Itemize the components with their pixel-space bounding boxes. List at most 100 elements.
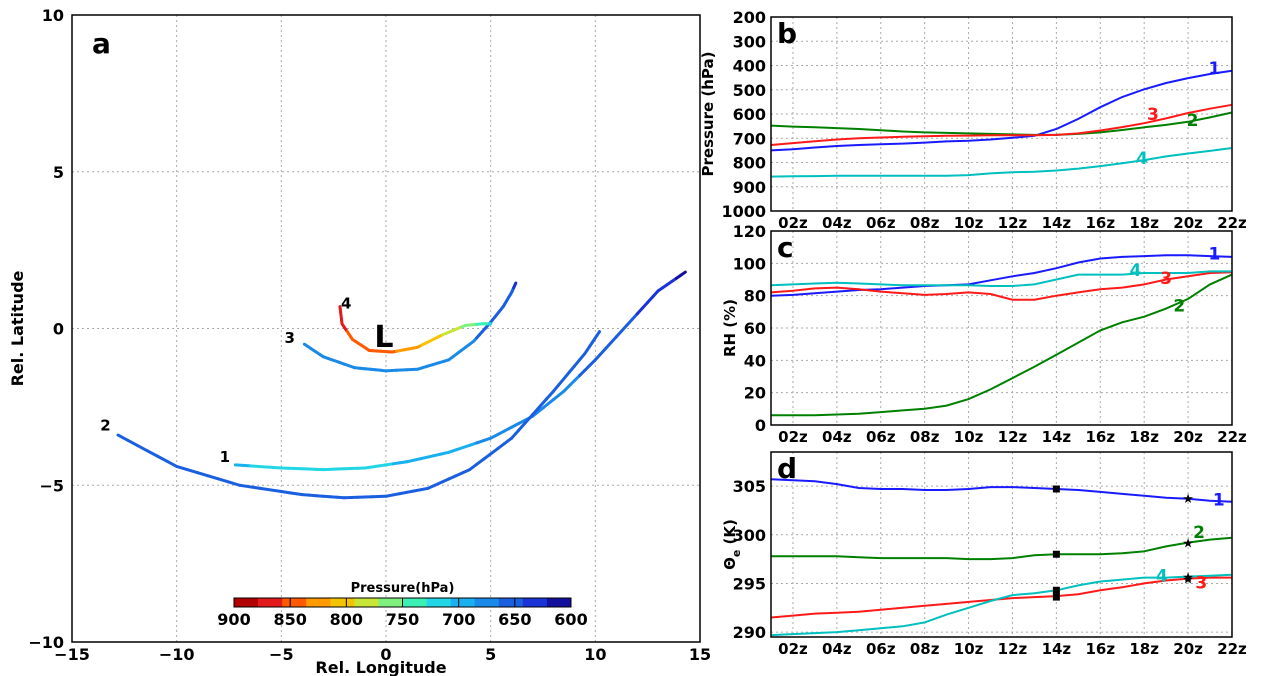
y-tick-label: 0 [755,416,766,435]
x-tick-label: 16z [1085,428,1115,446]
x-tick-label: 08z [910,640,940,658]
series-label-2: 2 [1193,523,1205,543]
colorbar-swatch [546,598,572,607]
trajectory-segment [517,421,528,432]
trajectory-segment [237,483,252,489]
x-tick-label: 18z [1129,640,1159,658]
trajectory-label: 3 [284,329,294,347]
y-tick-label: −10 [28,633,64,652]
series-line-2 [770,111,1233,136]
plot-frame [770,16,1233,212]
y-tick-label: 1000 [721,202,766,221]
x-tick-label: 20z [1173,640,1203,658]
series-line-4 [770,147,1233,178]
x-tick-label: −5 [269,645,294,664]
x-tick-label: 10z [954,428,984,446]
x-tick-label: 20z [1173,214,1203,232]
trajectory-segment [510,428,521,440]
panel-d-theta-e-timeseries: ★★★★02z 04z 06z 08z 10z 12z 14z 16z 18z 20z 22z290… [721,451,1247,658]
star-marker: ★ [1182,537,1194,552]
colorbar-swatch [474,598,500,607]
trajectory-segment [116,433,130,442]
trajectory-segment [175,464,189,472]
y-tick-label: 100 [733,254,766,273]
trajectory-segment [126,438,140,448]
trajectory-label: 1 [220,448,230,466]
trajectory-segment [531,405,542,417]
colorbar-swatch [258,598,283,607]
panel-c-rh-timeseries: 02z 04z 06z 08z 10z 12z 14z 16z 18z 20z 22z 0 20 40 60… [721,222,1247,446]
trajectory-segment [206,474,221,481]
low-center-marker: L [374,320,393,355]
series-label-4: 4 [1136,149,1148,169]
colorbar-swatch [402,598,428,607]
series-label-2: 2 [1173,296,1185,316]
series-line-4 [770,573,1233,637]
ylabel-theta: Θ [721,557,739,570]
y-tick-label: 600 [733,105,766,124]
x-tick-label: 10 [584,645,606,664]
panel-letter-b: b [777,17,797,50]
y-tick-label: 900 [733,178,766,197]
y-tick-label: 200 [733,8,766,27]
series-label-3: 3 [1160,269,1172,289]
series-label-1: 1 [1213,491,1225,511]
trajectory-segment [136,444,149,453]
series-line-2 [771,273,1233,417]
x-tick-label: 16z [1085,640,1115,658]
y-tick-label: 800 [733,154,766,173]
x-axis-label: Rel. Longitude [315,658,446,676]
trajectory-segment [513,281,518,287]
trajectory-segment [258,486,273,492]
trajectory-2 [116,330,602,500]
trajectory-segment [185,468,200,475]
x-tick-label: 06z [866,214,896,232]
x-tick-label: 0 [380,645,391,664]
x-tick-label: 04z [822,640,852,658]
x-tick-label: 14z [1042,640,1072,658]
series-line-3 [770,271,1233,301]
y-tick-label: 700 [733,129,766,148]
series-line-2 [771,536,1233,561]
x-tick-label: 04z [822,214,852,232]
trajectory-4 [338,305,493,354]
colorbar-swatch [498,598,524,607]
x-tick-label: 18z [1129,214,1159,232]
x-tick-label: 02z [778,428,808,446]
x-tick-label: 12z [998,428,1028,446]
x-tick-label: −10 [159,645,195,664]
x-tick-label: 02z [778,214,808,232]
x-tick-label: 22z [1217,640,1247,658]
trajectory-3 [302,281,518,373]
panel-letter-d: d [777,452,797,485]
y-tick-label: −5 [39,476,64,495]
x-tick-label: 06z [866,428,896,446]
x-tick-label: 18z [1129,428,1159,446]
y-tick-label: 500 [733,81,766,100]
y-tick-label: 60 [744,319,766,338]
x-tick-label: 22z [1217,428,1247,446]
colorbar-tick-label: 900 [217,610,250,629]
y-tick-label: 400 [733,57,766,76]
trajectory-segment [155,454,169,463]
trajectory-segment [165,459,179,468]
series-line-4 [770,270,1232,287]
colorbar-swatch [450,598,476,607]
colorbar-tick-label: 600 [554,610,587,629]
colorbar-swatch [282,598,307,607]
trajectory-segment [145,449,159,458]
colorbar-swatch [234,598,259,607]
y-tick-label: 20 [744,384,766,403]
x-tick-label: 08z [910,214,940,232]
series-line-1 [770,478,1233,503]
trajectory-segment [248,485,262,490]
panel-b-pressure-timeseries: 02z 04z 06z 08z 10z 12z 14z 16z 18z 20z 22z 200 300 4… [699,8,1247,232]
colorbar-swatch [354,598,379,607]
square-marker [1052,550,1060,558]
y-tick-label: 300 [733,526,766,545]
plot-frame [71,14,701,643]
colorbar-swatch [330,598,355,607]
y-axis-label-theta-e: Θe (K) [721,519,743,570]
trajectory-segment [217,477,231,484]
